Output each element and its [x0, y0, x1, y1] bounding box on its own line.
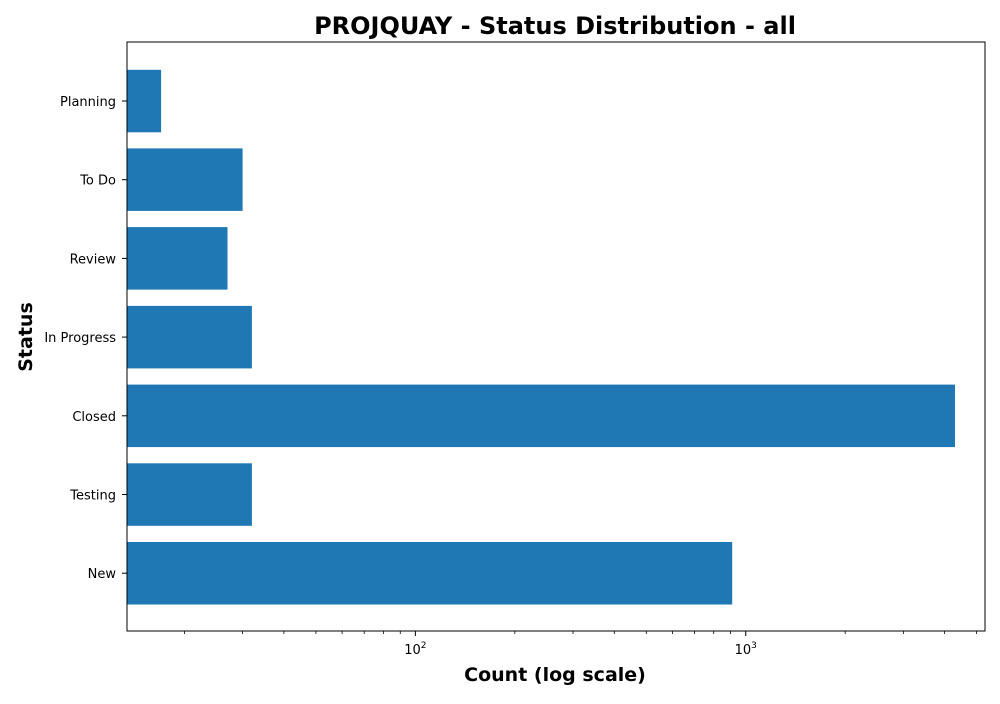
x-axis-label: Count (log scale) — [464, 664, 646, 686]
bar-new — [127, 542, 733, 605]
bar-in-progress — [127, 305, 252, 369]
bar-review — [127, 227, 228, 290]
bar-closed — [127, 384, 955, 448]
bar-to-do — [127, 148, 243, 211]
bar-planning — [127, 69, 162, 133]
chart-title: PROJQUAY - Status Distribution - all — [314, 12, 796, 40]
bar-testing — [127, 463, 252, 526]
y-tick-label-in-progress: In Progress — [44, 331, 116, 346]
x-tick-label-1000: 103 — [735, 641, 757, 658]
x-tick-label-100: 102 — [404, 641, 426, 658]
y-tick-label-testing: Testing — [69, 489, 116, 504]
plot-area: Planning To Do Review In Progress Closed Test… — [44, 41, 986, 658]
y-tick-label-new: New — [88, 567, 117, 582]
plot-frame — [126, 41, 986, 632]
y-axis-label: Status — [15, 302, 37, 372]
y-tick-label-closed: Closed — [72, 410, 116, 425]
y-tick-label-to-do: To Do — [79, 174, 116, 189]
y-tick-label-review: Review — [70, 252, 117, 267]
y-tick-label-planning: Planning — [60, 95, 116, 110]
